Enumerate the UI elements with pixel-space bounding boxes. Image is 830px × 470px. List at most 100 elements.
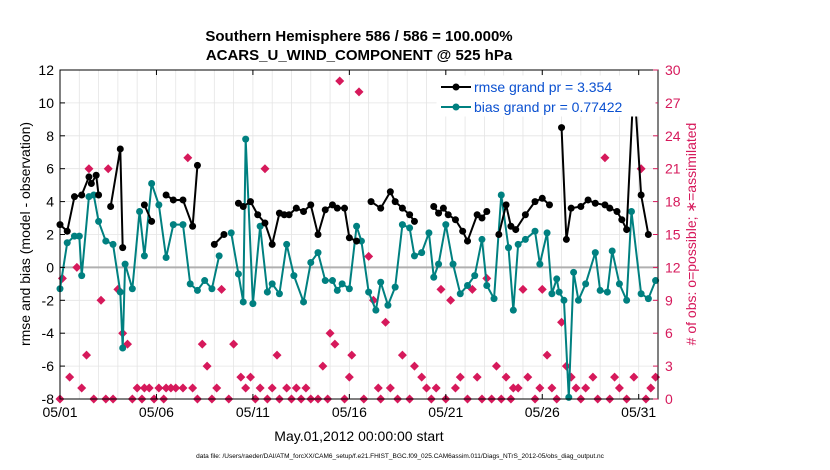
right-tick-label: 15 [665, 227, 681, 243]
obs-count-point [651, 372, 661, 382]
bias-point [234, 270, 242, 278]
bias-point [95, 217, 103, 225]
obs-count-point [236, 372, 246, 382]
bias-point [186, 280, 194, 288]
chart-title-line2: ACARS_U_WIND_COMPONENT @ 525 hPa [206, 47, 513, 64]
obs-count-point [335, 76, 345, 86]
bias-point [555, 288, 563, 296]
rmse-point [333, 204, 341, 212]
legend-bias-marker [452, 103, 460, 111]
obs-count-point [154, 383, 164, 393]
bias-point [70, 232, 78, 240]
obs-count-point [523, 372, 533, 382]
bias-point [608, 247, 616, 255]
rmse-point [377, 204, 385, 212]
bias-point [179, 221, 187, 229]
obs-count-point [354, 87, 364, 97]
right-tick-label: 12 [665, 259, 681, 275]
left-axis-ticks: -8 -6 -4 -2 0 2 4 6 8 10 12 [38, 62, 65, 407]
obs-count-point [330, 339, 340, 349]
legend-bias-label: bias grand pr = 0.77422 [474, 99, 622, 115]
obs-count-point [282, 383, 292, 393]
bias-point [623, 296, 631, 304]
bias-point [75, 232, 83, 240]
obs-count-point [325, 328, 335, 338]
bias-point [615, 280, 623, 288]
obs-count-point [537, 284, 547, 294]
obs-count-point [82, 350, 92, 360]
rmse-point [435, 209, 443, 217]
rmse-point [444, 211, 452, 219]
rmse-point [591, 199, 599, 207]
bias-point [333, 286, 341, 294]
bias-point [536, 260, 544, 268]
bias-point [90, 191, 98, 199]
x-tick-label: 05/06 [139, 404, 174, 420]
x-tick-label: 05/26 [525, 404, 560, 420]
rmse-point [521, 211, 529, 219]
bias-point [275, 290, 283, 298]
x-tick-label: 05/11 [236, 404, 270, 420]
bias-point [471, 272, 479, 280]
bias-point [78, 272, 86, 280]
data-file-footer: data file: /Users/raeder/DAI/ATM_forcXX/… [196, 453, 605, 460]
obs-count-point [183, 153, 193, 163]
obs-count-point [347, 350, 357, 360]
rmse-point [239, 203, 247, 211]
bias-point [307, 258, 315, 266]
obs-count-point [144, 383, 154, 393]
left-tick-label: -6 [42, 358, 55, 374]
obs-count-point [422, 383, 432, 393]
obs-count-point [260, 164, 270, 174]
obs-count-point [139, 383, 149, 393]
rmse-point [459, 227, 467, 235]
left-tick-label: -2 [42, 292, 55, 308]
rmse-point [307, 201, 315, 209]
right-tick-label: 27 [665, 95, 681, 111]
rmse-point [644, 231, 652, 238]
bias-point [140, 252, 148, 260]
obs-count-point [455, 372, 465, 382]
rmse-point [391, 198, 399, 206]
rmse-point [386, 188, 394, 196]
bias-point [490, 295, 498, 303]
rmse-point [562, 235, 570, 243]
rmse-point [63, 227, 71, 235]
bias-point [543, 229, 551, 237]
bias-point [148, 180, 156, 188]
right-tick-label: 0 [665, 391, 673, 407]
rmse-point [618, 216, 626, 224]
rmse-point [314, 231, 322, 238]
rmse-point [345, 234, 353, 242]
rmse-line-segment [165, 165, 199, 227]
bias-point [531, 227, 539, 235]
obs-count-point [229, 339, 239, 349]
obs-count-point [513, 383, 523, 393]
bias-point [430, 273, 438, 281]
rmse-point [95, 191, 103, 199]
bias-point [478, 235, 486, 243]
obs-count-point [178, 383, 188, 393]
bias-point [63, 239, 71, 247]
bias-point [321, 277, 329, 285]
grid [59, 69, 659, 400]
bias-point [410, 252, 418, 260]
rmse-point [613, 207, 621, 215]
rmse-point [70, 193, 78, 201]
rmse-point [92, 171, 100, 179]
rmse-point [545, 201, 553, 209]
rmse-point [406, 211, 414, 219]
bias-point [483, 281, 491, 289]
bias-point [505, 244, 512, 252]
bias-point [338, 280, 346, 288]
bias-point [560, 296, 568, 304]
bias-point [283, 240, 291, 248]
obs-count-point [436, 284, 446, 294]
left-tick-label: 12 [38, 62, 54, 78]
obs-count-point [385, 383, 395, 393]
obs-count-point [417, 372, 427, 382]
obs-count-point [77, 383, 87, 393]
obs-count-point [629, 372, 639, 382]
chart-title-line1: Southern Hemisphere 586 / 586 = 100.000% [205, 28, 512, 45]
rmse-point [261, 219, 269, 227]
